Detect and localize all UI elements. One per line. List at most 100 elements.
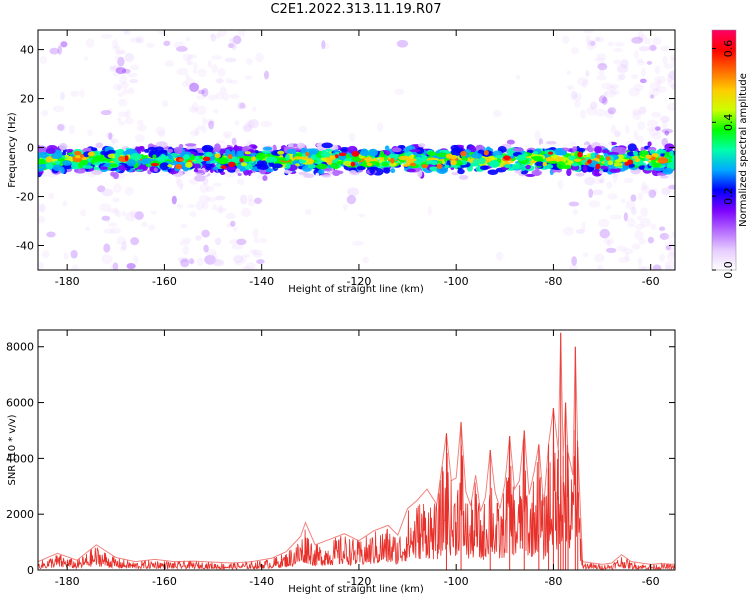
spectrogram-noise-blob (321, 40, 326, 50)
spectrogram-band-blob (565, 164, 571, 170)
spectrogram-noise-blob (654, 126, 661, 131)
spectrogram-noise-blob (85, 38, 95, 48)
spectrogram-peak-blob (366, 162, 373, 167)
spectrogram-band-blob (638, 165, 645, 170)
spectrogram-noise-blob (427, 206, 432, 216)
spectrogram-y-tick-label: 40 (20, 44, 34, 57)
spectrogram-noise-blob (121, 68, 131, 74)
spectrogram-noise-blob (109, 65, 121, 70)
spectrogram-noise-blob (622, 248, 634, 255)
spectrogram-noise-blob (638, 238, 646, 245)
snr-noise-trace (38, 413, 675, 570)
spectrogram-noise-blob (664, 130, 670, 136)
spectrogram-band-blob (659, 175, 669, 179)
spectrogram-noise-blob (601, 96, 608, 105)
spectrogram-noise-blob (594, 36, 600, 42)
spectrogram-band-blob (555, 147, 564, 155)
spectrogram-band-blob (286, 148, 297, 154)
spectrogram-peak-blob (150, 162, 159, 167)
spectrogram-noise-blob (212, 182, 222, 187)
spectrogram-noise-blob (129, 209, 138, 219)
spectrogram-noise-blob (215, 78, 224, 84)
spectrogram-noise-blob (667, 72, 675, 79)
spectrogram-noise-blob (185, 36, 191, 42)
spectrogram-peak-blob (74, 155, 82, 159)
spectrogram-x-tick-label: -160 (152, 275, 177, 288)
spectrogram-band-blob (258, 164, 269, 171)
spectrogram-noise-blob (323, 43, 330, 50)
spectrogram-x-label: Height of straight line (km) (288, 284, 424, 295)
spectrogram-noise-blob (229, 37, 239, 43)
spectrogram-noise-blob (596, 74, 607, 81)
spectrogram-noise-blob (648, 90, 654, 98)
spectrogram-noise-blob (636, 58, 644, 63)
spectrogram-band-blob (455, 160, 463, 166)
spectrogram-noise-blob (243, 124, 253, 132)
spectrogram-noise-blob (158, 130, 166, 138)
spectrogram-noise-blob (515, 74, 521, 80)
spectrogram-noise-blob (208, 120, 215, 130)
spectrogram-noise-blob (632, 110, 642, 120)
spectrogram-band-blob (568, 155, 574, 161)
spectrogram-band-blob (506, 139, 515, 145)
spectrogram-noise-blob (664, 265, 672, 270)
spectrogram-noise-blob (39, 204, 45, 213)
spectrogram-band-blob (378, 154, 388, 158)
spectrogram-noise-blob (596, 53, 606, 61)
spectrogram-noise-blob (219, 86, 227, 95)
spectrogram-noise-blob (346, 195, 357, 205)
spectrogram-band-blob (70, 162, 81, 170)
snr-series-line (38, 332, 675, 565)
spectrogram-noise-blob (609, 89, 620, 95)
spectrogram-band-blob (99, 166, 108, 170)
spectrogram-band-blob (226, 165, 237, 171)
spectrogram-noise-blob (572, 208, 579, 215)
spectrogram-noise-blob (605, 247, 617, 253)
spectrogram-noise-blob (569, 264, 579, 270)
spectrogram-peak-blob (483, 150, 489, 156)
spectrogram-noise-blob (242, 122, 253, 133)
spectrogram-noise-blob (598, 95, 607, 104)
spectrogram-noise-blob (207, 94, 218, 101)
spectrogram-noise-blob (60, 91, 65, 101)
spectrogram-band-blob (349, 170, 357, 175)
spectrogram-noise-blob (636, 215, 643, 221)
spectrogram-peak-blob (548, 151, 554, 155)
spectrogram-noise-blob (658, 226, 666, 231)
spectrogram-band-blob (577, 147, 586, 153)
spectrogram-band-blob (144, 148, 150, 153)
colorbar-ticks: 0.0 0.2 0.4 0.6 (712, 40, 735, 279)
spectrogram-band-blob (525, 164, 531, 170)
spectrogram-band-blob (130, 152, 142, 161)
spectrogram-band-blob (598, 170, 604, 175)
spectrogram-noise-blob (238, 30, 246, 37)
spectrogram-peak-blob (240, 162, 248, 167)
spectrogram-band-blob (231, 156, 240, 164)
snr-x-label: Height of straight line (km) (288, 584, 424, 595)
spectrogram-noise-blob (664, 260, 675, 270)
spectrogram-peak-blob (167, 164, 173, 168)
spectrogram-band-blob (250, 172, 258, 180)
spectrogram-noise-blob (189, 258, 195, 265)
spectrogram-noise-blob (215, 33, 221, 40)
spectrogram-noise-blob (230, 220, 236, 227)
spectrogram-band-blob (185, 145, 198, 150)
spectrogram-peak-blob (651, 156, 656, 160)
spectrogram-noise-blob (70, 249, 78, 259)
spectrogram-band-blob (147, 146, 157, 151)
spectrogram-noise-blob (100, 33, 113, 39)
spectrogram-band-blob (326, 158, 333, 166)
spectrogram-noise-blob (583, 30, 594, 34)
spectrogram-band-blob (74, 167, 86, 174)
spectrogram-x-tick-label: -60 (642, 275, 660, 288)
spectrogram-noise-blob (598, 218, 610, 228)
spectrogram-band-blob (531, 169, 543, 176)
spectrogram-noise-blob (199, 183, 210, 193)
spectrogram-peak-blob (251, 156, 256, 162)
spectrogram-noise-blob (594, 178, 602, 185)
spectrogram-noise-blob (104, 132, 115, 139)
spectrogram-noise-blob (620, 58, 629, 69)
spectrogram-panel: -180 -160 -140 -120 -100 -80 -60 -40 -20 0 20 40 He… (7, 29, 676, 295)
spectrogram-noise-blob (607, 41, 615, 47)
